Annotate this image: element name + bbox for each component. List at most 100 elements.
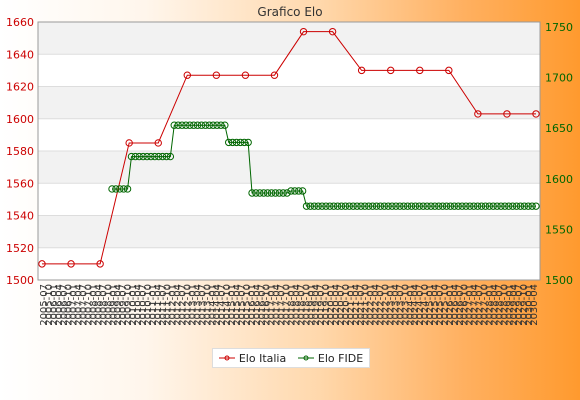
- data-point: [489, 202, 497, 210]
- x-tick-label: 2009-04: [113, 284, 124, 326]
- x-tick-label: 2029-07: [514, 284, 525, 326]
- x-tick-label: 2021-01: [346, 284, 357, 326]
- x-tick-label: 2013-01: [187, 284, 198, 326]
- data-point: [221, 121, 229, 129]
- data-point: [341, 202, 350, 210]
- grid-band: [38, 215, 540, 248]
- x-tick-label: 2023-07: [395, 284, 406, 326]
- data-point: [201, 121, 210, 129]
- x-tick-label: 2018-10: [301, 284, 312, 326]
- x-tick-label: 2016-10: [262, 284, 273, 326]
- x-tick-label: 2022-10: [381, 284, 392, 326]
- data-point: [411, 202, 420, 210]
- data-point: [512, 202, 521, 210]
- x-tick-label: 2024-01: [405, 284, 416, 326]
- data-point: [147, 152, 155, 161]
- x-tick-label: 2008-07: [98, 284, 109, 326]
- data-point: [520, 202, 529, 210]
- data-point: [270, 71, 279, 79]
- data-point: [279, 189, 287, 197]
- data-point: [330, 202, 338, 210]
- x-tick-label: 2011-01: [148, 284, 159, 326]
- left-tick-label: 1600: [6, 113, 34, 126]
- data-point: [493, 202, 501, 210]
- x-tick-label: 2021-10: [361, 284, 372, 326]
- data-point: [474, 110, 482, 118]
- data-point: [302, 202, 311, 210]
- data-point: [291, 187, 299, 195]
- x-tick-label: 2012-10: [183, 284, 194, 326]
- data-point: [139, 152, 147, 161]
- data-point: [423, 202, 431, 210]
- x-tick-label: 2020-10: [341, 284, 352, 326]
- data-point: [524, 202, 532, 210]
- x-tick-label: 2012-04: [173, 284, 184, 326]
- data-point: [473, 202, 482, 210]
- x-tick-label: 2019-07: [316, 284, 327, 326]
- x-tick-label: 2024-04: [410, 284, 421, 326]
- data-point: [67, 260, 75, 268]
- data-point: [306, 202, 315, 210]
- x-tick-label: 2026-07: [455, 284, 466, 326]
- x-tick-label: 2014-04: [212, 284, 223, 326]
- data-point: [232, 138, 241, 147]
- x-tick-label: 2006-10: [64, 284, 75, 326]
- x-tick-label: 2010-07: [138, 284, 149, 326]
- data-point: [275, 189, 283, 197]
- data-point: [466, 202, 474, 210]
- x-tick-label: 2026-04: [450, 284, 461, 326]
- left-tick-label: 1540: [6, 210, 34, 223]
- data-point: [217, 121, 225, 129]
- data-point: [516, 202, 525, 210]
- x-tick-label: 2022-01: [366, 284, 377, 326]
- data-point: [212, 71, 221, 79]
- x-tick-label: 2015-10: [242, 284, 253, 326]
- data-point: [470, 202, 478, 210]
- data-point: [123, 185, 132, 193]
- right-tick-label: 1500: [545, 274, 573, 287]
- x-tick-label: 2020-04: [331, 284, 342, 326]
- x-tick-label: 2009-10: [123, 284, 134, 326]
- x-tick-label: 2029-10: [519, 284, 530, 326]
- data-point: [387, 66, 395, 75]
- data-point: [213, 121, 221, 129]
- data-point: [435, 202, 443, 210]
- x-tick-label: 2028-10: [499, 284, 510, 326]
- data-point: [158, 152, 167, 161]
- data-point: [380, 202, 388, 210]
- x-tick-label: 2027-04: [470, 284, 481, 326]
- x-tick-label: 2022-07: [376, 284, 387, 326]
- x-tick-label: 2006-01: [49, 284, 60, 326]
- x-tick-label: 2019-10: [321, 284, 332, 326]
- data-point: [240, 138, 248, 147]
- data-point: [252, 189, 260, 197]
- x-tick-label: 2022-04: [371, 284, 382, 326]
- x-tick-label: 2007-04: [74, 284, 85, 326]
- x-tick-label: 2027-07: [475, 284, 486, 326]
- x-tick-label: 2030-04: [529, 284, 540, 326]
- data-point: [353, 202, 361, 210]
- data-point: [154, 152, 163, 161]
- x-tick-label: 2015-01: [227, 284, 238, 326]
- data-point: [170, 121, 178, 129]
- data-point: [314, 202, 322, 210]
- x-tick-label: 2007-01: [69, 284, 80, 326]
- x-tick-label: 2005-10: [44, 284, 55, 326]
- x-tick-label: 2013-07: [197, 284, 208, 326]
- data-point: [392, 202, 400, 210]
- data-point: [438, 202, 447, 210]
- x-tick-label: 2006-07: [59, 284, 70, 326]
- data-point: [151, 152, 159, 161]
- data-point: [454, 202, 462, 210]
- x-tick-label: 2025-04: [430, 284, 441, 326]
- x-tick-label: 2011-04: [153, 284, 164, 326]
- x-axis: 2005-072005-102006-012006-042006-072006-…: [39, 284, 540, 326]
- data-point: [267, 189, 276, 197]
- x-tick-label: 2018-07: [296, 284, 307, 326]
- right-tick-label: 1700: [545, 72, 573, 85]
- x-tick-label: 2023-10: [400, 284, 411, 326]
- data-point: [135, 152, 143, 161]
- data-point: [497, 202, 505, 210]
- x-tick-label: 2013-04: [192, 284, 203, 326]
